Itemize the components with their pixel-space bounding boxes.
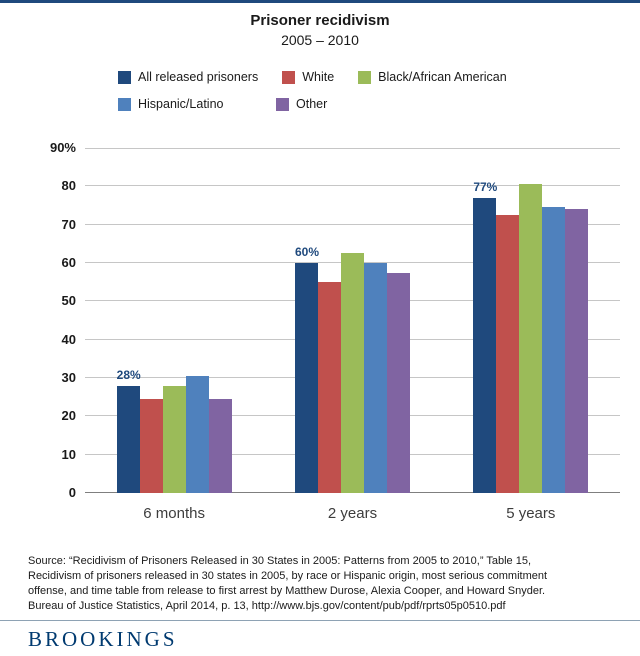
bar-groups: 28% 60% 77% [85, 148, 620, 493]
legend-label: Hispanic/Latino [138, 97, 224, 111]
legend-row-1: All released prisoners White Black/African… [118, 70, 531, 84]
legend-item-hispanic-latino: Hispanic/Latino [118, 97, 276, 111]
legend-label: All released prisoners [138, 70, 259, 84]
bar-hispanic-latino-5-years [542, 207, 566, 493]
y-axis-label: 90% [49, 140, 76, 155]
bar-white-5-years [496, 215, 520, 493]
category-labels: 6 months 2 years 5 years [85, 505, 620, 522]
legend-label: Black/African American [378, 70, 507, 84]
y-axis-label: 80 [61, 178, 76, 194]
bar-other-6-months [208, 399, 232, 493]
bar-other-5-years [565, 209, 589, 493]
plot-area: 28% 60% 77% [85, 148, 620, 493]
brookings-wordmark: BROOKINGS [28, 627, 178, 651]
bar-white-6-months [139, 399, 163, 493]
x-axis-label-5-years: 5 years [506, 505, 556, 522]
x-axis-label-2-years: 2 years [327, 505, 378, 522]
legend-item-black-african-american: Black/African American [358, 70, 507, 84]
legend-swatch-black-african-american [358, 70, 372, 84]
y-axis-label: 20 [61, 408, 76, 424]
legend-swatch-all-released-prisoners [118, 70, 131, 84]
y-axis: 0 10 20 30 40 50 60 70 80 90% [0, 140, 76, 500]
legend-swatch-hispanic-latino [118, 97, 131, 111]
y-axis-label: 70 [61, 216, 76, 232]
bar-black-african-american-6-months [162, 385, 186, 493]
data-label-5-years: 77% [473, 179, 498, 194]
y-axis-label: 40 [61, 331, 76, 347]
legend-item-all-released-prisoners: All released prisoners [118, 70, 258, 84]
source-line: Bureau of Justice Statistics, April 2014… [28, 600, 506, 612]
bar-group-6-months: 28% [116, 148, 232, 493]
bar-all-released-prisoners-6-months [116, 385, 140, 493]
legend-item-white: White [282, 70, 334, 84]
chart-title: Prisoner recidivism [250, 12, 390, 29]
x-axis-label-6-months: 6 months [143, 505, 205, 522]
legend-swatch-other [276, 97, 289, 111]
gridline [85, 148, 620, 149]
title-block: Prisoner recidivism 2005 – 2010 [0, 12, 640, 48]
bar-all-released-prisoners-5-years [473, 197, 497, 493]
y-axis-label: 0 [68, 485, 76, 500]
source-note: Source: “Recidivism of Prisoners Release… [28, 554, 634, 614]
y-axis-label: 30 [61, 370, 76, 385]
gridline [85, 223, 620, 225]
footer-divider [0, 620, 640, 621]
y-axis-label: 60 [61, 255, 76, 270]
data-label-2-years: 60% [294, 245, 320, 259]
bar-black-african-american-2-years [340, 253, 364, 493]
source-line: offense, and time table from release to … [28, 585, 546, 597]
source-line: Recidivism of prisoners released in 30 s… [28, 570, 548, 582]
y-axis-label: 10 [61, 446, 76, 462]
chart-subtitle: 2005 – 2010 [281, 32, 359, 48]
legend-row-2: Hispanic/Latino Other [118, 97, 531, 111]
legend-item-other: Other [276, 97, 327, 111]
y-axis-label: 50 [61, 293, 76, 309]
bar-black-african-american-5-years [519, 184, 543, 493]
bar-hispanic-latino-6-months [185, 376, 209, 493]
bar-hispanic-latino-2-years [363, 263, 387, 493]
bar-group-2-years: 60% [294, 148, 410, 493]
legend: All released prisoners White Black/African… [118, 70, 531, 124]
bar-all-released-prisoners-2-years [294, 263, 318, 493]
source-line: Source: “Recidivism of Prisoners Release… [28, 555, 532, 567]
data-label-6-months: 28% [116, 367, 141, 382]
bar-white-2-years [317, 282, 341, 493]
legend-label: Other [296, 97, 328, 111]
bar-other-2-years [386, 272, 410, 493]
bar-group-5-years: 77% [473, 148, 589, 493]
legend-label: White [302, 70, 335, 84]
gridline [85, 185, 620, 187]
top-accent-rule [0, 0, 640, 3]
legend-swatch-white [282, 70, 296, 84]
